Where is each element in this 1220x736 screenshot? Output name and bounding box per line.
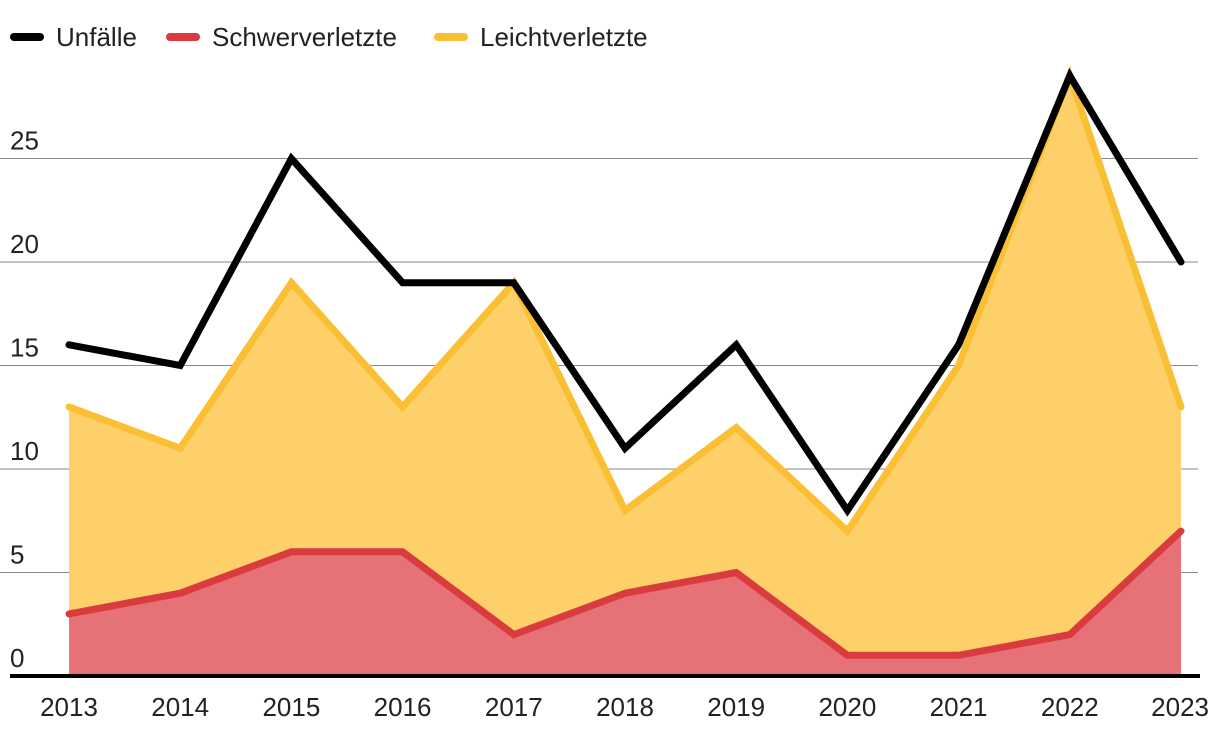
y-tick-label: 20 — [10, 229, 39, 259]
legend-label-leichtverletzte: Leichtverletzte — [480, 22, 648, 52]
y-tick-label: 15 — [10, 333, 39, 363]
line-leichtverletzte — [65, 65, 1185, 537]
y-tick-label: 5 — [10, 540, 24, 570]
area-leichtverletzte — [69, 75, 1181, 676]
legend-item-unfaelle: Unfälle — [10, 22, 137, 52]
legend-label-schwerverletzte: Schwerverletzte — [212, 22, 397, 52]
legend-label-unfaelle: Unfälle — [56, 22, 137, 52]
lines — [65, 65, 1185, 659]
line-unfälle — [65, 67, 1185, 517]
areas — [69, 75, 1181, 676]
x-tick-label: 2016 — [374, 692, 432, 722]
x-tick-label: 2018 — [596, 692, 654, 722]
x-tick-label: 2013 — [40, 692, 98, 722]
y-tick-label: 0 — [10, 643, 24, 673]
legend: Unfälle Schwerverletzte Leichtverletzte — [10, 22, 648, 52]
line-schwerverletzte — [65, 527, 1185, 659]
x-tick-label: 2021 — [930, 692, 988, 722]
y-axis-ticks: 0 5 10 15 20 25 — [10, 126, 39, 674]
y-tick-label: 10 — [10, 436, 39, 466]
legend-item-schwerverletzte: Schwerverletzte — [166, 22, 397, 52]
x-tick-label: 2014 — [151, 692, 209, 722]
x-axis-ticks: 2013 2014 2015 2016 2017 2018 2019 2020 2021 2022… — [40, 692, 1209, 722]
y-tick-label: 25 — [10, 126, 39, 156]
x-tick-label: 2019 — [707, 692, 765, 722]
legend-item-leichtverletzte: Leichtverletzte — [434, 22, 648, 52]
x-tick-label: 2023 — [1151, 692, 1209, 722]
x-tick-label: 2022 — [1041, 692, 1099, 722]
x-tick-label: 2015 — [262, 692, 320, 722]
x-tick-label: 2017 — [485, 692, 543, 722]
area-schwerverletzte — [69, 531, 1181, 676]
x-tick-label: 2020 — [818, 692, 876, 722]
